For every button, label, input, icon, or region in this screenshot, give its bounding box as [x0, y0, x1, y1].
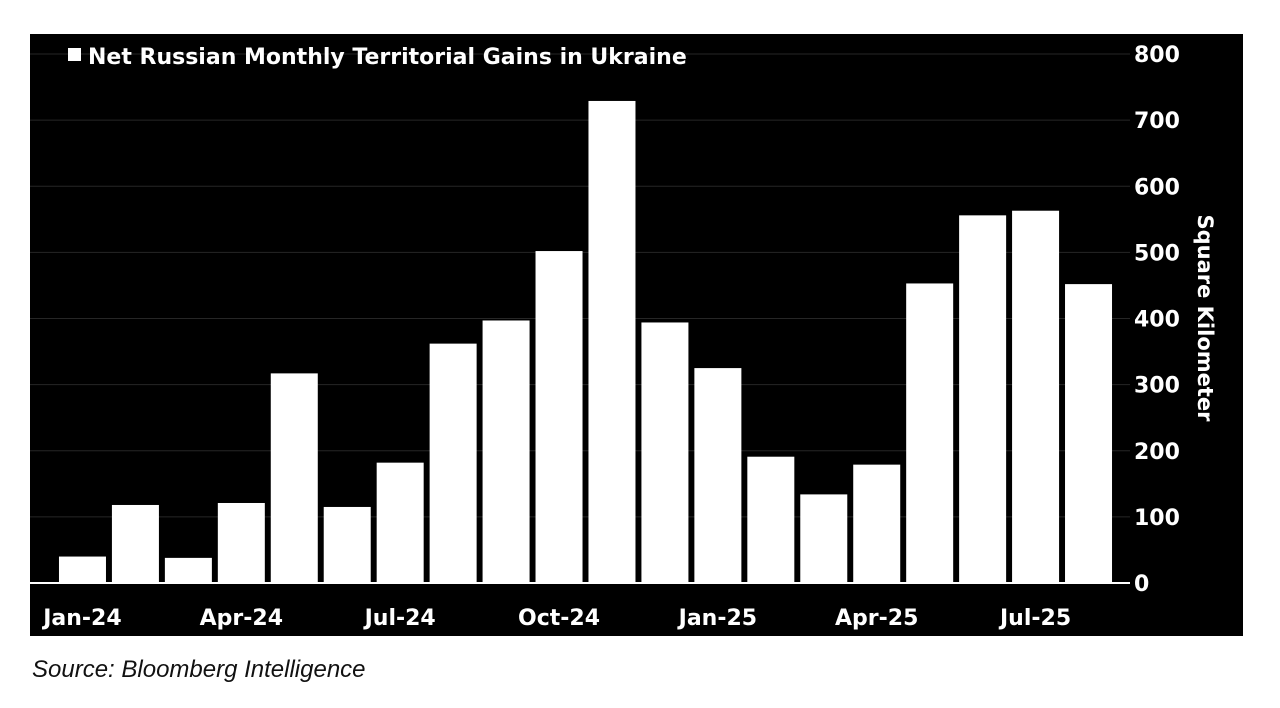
bars — [58, 100, 1113, 584]
x-tick-label: Oct-24 — [518, 606, 600, 631]
bar-nov-24 — [588, 100, 636, 583]
x-tick-label: Jul-25 — [998, 606, 1071, 631]
bar-apr-25 — [853, 464, 901, 583]
bar-apr-24 — [217, 502, 265, 583]
legend-swatch — [68, 48, 81, 61]
y-tick-label: 0 — [1134, 572, 1149, 597]
bar-jun-24 — [323, 506, 371, 583]
y-tick-label: 600 — [1134, 175, 1180, 200]
bar-may-24 — [270, 373, 318, 583]
x-axis-ticks: Jan-24 Apr-24 Jul-24 Oct-24 Jan-25 Apr-25 Jul-… — [41, 606, 1071, 631]
bar-jun-25 — [959, 215, 1007, 583]
y-tick-label: 800 — [1134, 43, 1180, 68]
bar-feb-24 — [111, 504, 159, 583]
bar-aug-24 — [429, 343, 477, 583]
x-tick-label: Apr-25 — [835, 606, 918, 631]
y-tick-label: 200 — [1134, 440, 1180, 465]
bar-aug-25 — [1065, 284, 1113, 583]
source-note: Source: Bloomberg Intelligence — [32, 656, 366, 683]
bar-oct-24 — [535, 251, 583, 584]
y-tick-label: 300 — [1134, 374, 1180, 399]
y-axis-ticks: 0 100 200 300 400 500 600 700 800 — [1134, 43, 1180, 597]
y-tick-label: 700 — [1134, 109, 1180, 134]
x-tick-label: Apr-24 — [200, 606, 283, 631]
legend: Net Russian Monthly Territorial Gains in… — [68, 45, 687, 70]
x-tick-label: Jan-24 — [41, 606, 121, 631]
bar-sep-24 — [482, 320, 530, 583]
bar-jan-25 — [694, 368, 742, 583]
bar-chart: 0 100 200 300 400 500 600 700 800 Jan-24 Apr-24 Ju… — [30, 43, 1217, 631]
bar-feb-25 — [747, 456, 795, 583]
chart-panel: 0 100 200 300 400 500 600 700 800 Jan-24 Apr-24 Ju… — [30, 34, 1243, 636]
bar-jul-25 — [1012, 210, 1060, 583]
y-tick-label: 100 — [1134, 506, 1180, 531]
legend-label: Net Russian Monthly Territorial Gains in… — [88, 45, 687, 70]
y-tick-label: 400 — [1134, 308, 1180, 333]
bar-mar-24 — [164, 557, 212, 583]
bar-dec-24 — [641, 322, 689, 583]
y-tick-label: 500 — [1134, 241, 1180, 266]
y-axis-title: Square Kilometer — [1193, 214, 1217, 422]
x-tick-label: Jan-25 — [677, 606, 757, 631]
bar-may-25 — [906, 283, 954, 583]
bar-jul-24 — [376, 462, 424, 583]
x-tick-label: Jul-24 — [363, 606, 436, 631]
bar-mar-25 — [800, 494, 848, 583]
bar-jan-24 — [58, 556, 106, 583]
